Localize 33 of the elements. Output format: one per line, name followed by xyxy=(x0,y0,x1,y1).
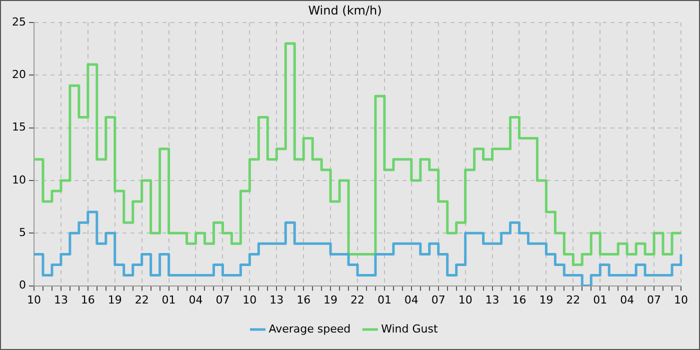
x-tick-label: 13 xyxy=(485,293,500,306)
x-tick-label: 22 xyxy=(566,293,580,306)
y-tick-label: 0 xyxy=(18,278,26,292)
y-tick-label: 25 xyxy=(12,15,26,28)
y-tick-label: 10 xyxy=(12,173,26,186)
x-tick-label: 01 xyxy=(593,293,608,306)
x-tick-label: 16 xyxy=(296,293,311,306)
x-tick-label: 07 xyxy=(647,293,662,306)
x-tick-label: 07 xyxy=(431,293,446,306)
x-tick-label: 10 xyxy=(674,293,688,306)
x-tick-label: 10 xyxy=(242,293,257,306)
x-tick-label: 01 xyxy=(377,293,392,306)
x-tick-label: 04 xyxy=(620,293,634,306)
x-tick-label: 19 xyxy=(324,293,338,306)
x-tick-label: 19 xyxy=(108,293,122,306)
x-tick-label: 16 xyxy=(512,293,526,306)
x-tick-label: 13 xyxy=(54,293,68,306)
x-tick-label: 16 xyxy=(80,293,95,306)
x-tick-label: 10 xyxy=(458,293,472,306)
x-tick-label: 04 xyxy=(188,293,203,306)
x-tick-label: 01 xyxy=(162,293,176,306)
x-tick-label: 22 xyxy=(350,293,364,306)
chart-title: Wind (km/h) xyxy=(308,3,382,18)
legend-label: Wind Gust xyxy=(381,322,438,336)
y-tick-label: 5 xyxy=(18,226,26,239)
y-tick-label: 15 xyxy=(12,120,26,134)
x-tick-label: 07 xyxy=(216,293,230,306)
x-tick-label: 22 xyxy=(134,293,149,306)
x-tick-label: 13 xyxy=(270,293,284,306)
x-tick-label: 04 xyxy=(404,293,418,306)
x-tick-label: 19 xyxy=(539,293,554,306)
legend-label: Average speed xyxy=(268,322,351,336)
y-tick-label: 20 xyxy=(12,68,26,81)
